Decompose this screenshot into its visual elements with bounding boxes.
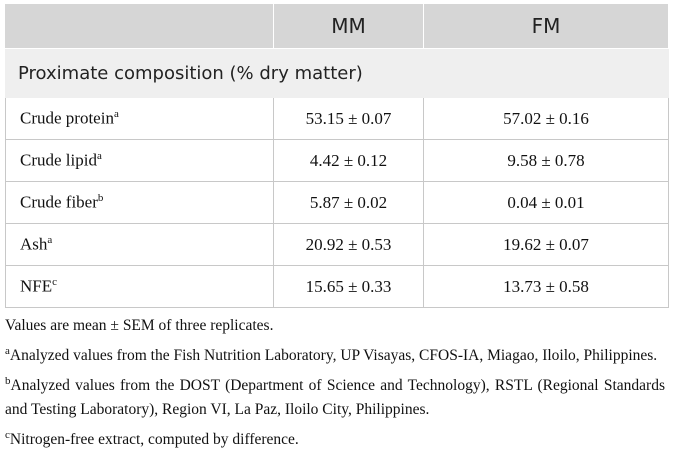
- footnote-text: Nitrogen-free extract, computed by diffe…: [9, 431, 299, 449]
- footnote: bAnalyzed values from the DOST (Departme…: [5, 369, 665, 422]
- row-label-cell: Crude lipida: [5, 139, 274, 182]
- fm-value: 13.73 ± 0.58: [423, 265, 669, 308]
- mm-value: 20.92 ± 0.53: [273, 223, 424, 266]
- row-label: Crude protein: [20, 108, 114, 128]
- table-row: Crude proteina 53.15 ± 0.07 57.02 ± 0.16: [5, 97, 669, 140]
- footnote-mark: b: [5, 375, 11, 388]
- row-label: Crude lipid: [20, 150, 97, 170]
- mm-value: 53.15 ± 0.07: [273, 97, 424, 140]
- section-row: Proximate composition (% dry matter): [5, 48, 669, 98]
- superscript: b: [97, 192, 104, 205]
- superscript: a: [47, 234, 53, 247]
- superscript: a: [113, 108, 119, 121]
- table-row: NFEc 15.65 ± 0.33 13.73 ± 0.58: [5, 265, 669, 308]
- row-label-cell: Crude fiberb: [5, 181, 274, 224]
- row-label-cell: Asha: [5, 223, 274, 266]
- row-label: Ash: [20, 234, 48, 254]
- superscript: c: [52, 276, 58, 289]
- row-label-cell: Crude proteina: [5, 97, 274, 140]
- header-row: MM FM: [5, 3, 669, 49]
- data-table: MM FM Proximate composition (% dry matte…: [5, 3, 669, 308]
- superscript: a: [96, 150, 102, 163]
- footnotes: Values are mean ± SEM of three replicate…: [5, 314, 665, 453]
- header-cell: [5, 3, 274, 49]
- fm-value: 0.04 ± 0.01: [423, 181, 669, 224]
- mm-value: 5.87 ± 0.02: [273, 181, 424, 224]
- row-label: NFE: [20, 276, 53, 296]
- row-label: Crude fiber: [20, 192, 98, 212]
- header-cell: FM: [423, 3, 669, 49]
- fm-value: 19.62 ± 0.07: [423, 223, 669, 266]
- footnote-text: Analyzed values from the Fish Nutrition …: [9, 347, 658, 365]
- mm-value: 4.42 ± 0.12: [273, 139, 424, 182]
- row-label-cell: NFEc: [5, 265, 274, 308]
- table-row: Crude fiberb 5.87 ± 0.02 0.04 ± 0.01: [5, 181, 669, 224]
- table-row: Asha 20.92 ± 0.53 19.62 ± 0.07: [5, 223, 669, 266]
- table-body: Crude proteina 53.15 ± 0.07 57.02 ± 0.16 Cr…: [5, 97, 669, 308]
- footnote: Values are mean ± SEM of three replicate…: [5, 317, 274, 334]
- fm-value: 9.58 ± 0.78: [423, 139, 669, 182]
- footnote: cNitrogen-free extract, computed by diff…: [5, 423, 665, 452]
- table-row: Crude lipida 4.42 ± 0.12 9.58 ± 0.78: [5, 139, 669, 182]
- header-cell: MM: [273, 3, 424, 49]
- footnote-mark: c: [5, 429, 10, 442]
- footnote-text: Analyzed values from the DOST (Departmen…: [5, 377, 665, 419]
- section-title: Proximate composition (% dry matter): [5, 48, 669, 98]
- fm-value: 57.02 ± 0.16: [423, 97, 669, 140]
- footnote: aAnalyzed values from the Fish Nutrition…: [5, 339, 665, 368]
- mm-value: 15.65 ± 0.33: [273, 265, 424, 308]
- footnote-mark: a: [5, 345, 10, 357]
